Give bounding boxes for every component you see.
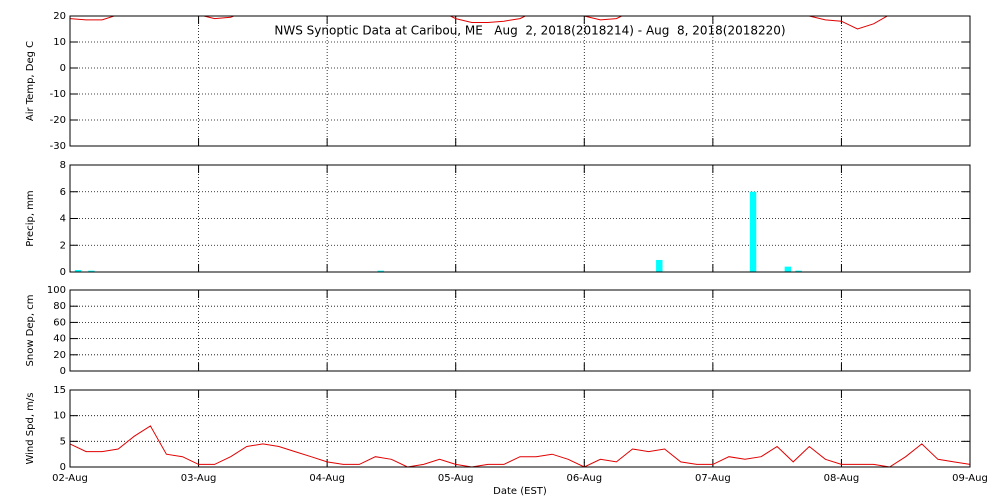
x-axis-label: Date (EST) [493, 486, 547, 497]
y-tick-label: 10 [53, 37, 66, 48]
y-tick-label: 2 [60, 240, 66, 251]
y-axis-label: Air Temp, Deg C [25, 41, 36, 121]
x-tick-label: 07-Aug [695, 473, 731, 484]
bar [74, 269, 82, 272]
y-tick-label: 0 [60, 462, 66, 473]
y-tick-label: -10 [50, 89, 66, 100]
bar [784, 266, 792, 272]
plot-frame [69, 15, 971, 147]
plot-area [70, 425, 970, 467]
y-tick-label: 80 [53, 301, 66, 312]
plot-frame [69, 164, 971, 273]
y-axis-label: Wind Spd, m/s [25, 392, 36, 464]
x-tick-label: 03-Aug [181, 473, 217, 484]
bar [88, 270, 95, 272]
y-tick-label: 0 [60, 366, 66, 377]
y-tick-label: 6 [60, 187, 66, 198]
y-tick-label: 8 [60, 160, 66, 171]
y-tick-label: -20 [50, 115, 66, 126]
bar [795, 270, 802, 272]
y-tick-label: 10 [53, 411, 66, 422]
y-tick-label: 40 [53, 334, 66, 345]
plot-frame [69, 289, 971, 372]
chart-title: NWS Synoptic Data at Caribou, ME Aug 2, … [274, 24, 785, 38]
y-axis-label: Precip, mm [25, 190, 36, 246]
y-tick-label: 0 [60, 267, 66, 278]
x-tick-label: 02-Aug [52, 473, 88, 484]
x-tick-label: 04-Aug [309, 473, 345, 484]
y-tick-label: 100 [47, 285, 66, 296]
plot-frame [69, 389, 971, 468]
y-tick-label: 0 [60, 63, 66, 74]
bar [656, 259, 663, 272]
data-line [70, 425, 970, 467]
x-tick-label: 06-Aug [566, 473, 602, 484]
x-tick-label: 09-Aug [952, 473, 988, 484]
y-axis-label: Snow Dep, cm [25, 295, 36, 367]
y-tick-label: 4 [60, 214, 66, 225]
plot-area [70, 16, 889, 30]
x-tick-label: 05-Aug [438, 473, 474, 484]
bar [377, 270, 384, 272]
y-tick-label: -30 [50, 141, 66, 152]
y-tick-label: 15 [53, 385, 66, 396]
bar [749, 191, 757, 272]
y-tick-label: 5 [60, 436, 66, 447]
y-tick-label: 20 [53, 11, 66, 22]
y-tick-label: 60 [53, 317, 66, 328]
plot-area [74, 191, 802, 272]
x-tick-label: 08-Aug [824, 473, 860, 484]
y-tick-label: 20 [53, 350, 66, 361]
data-line [70, 16, 889, 30]
